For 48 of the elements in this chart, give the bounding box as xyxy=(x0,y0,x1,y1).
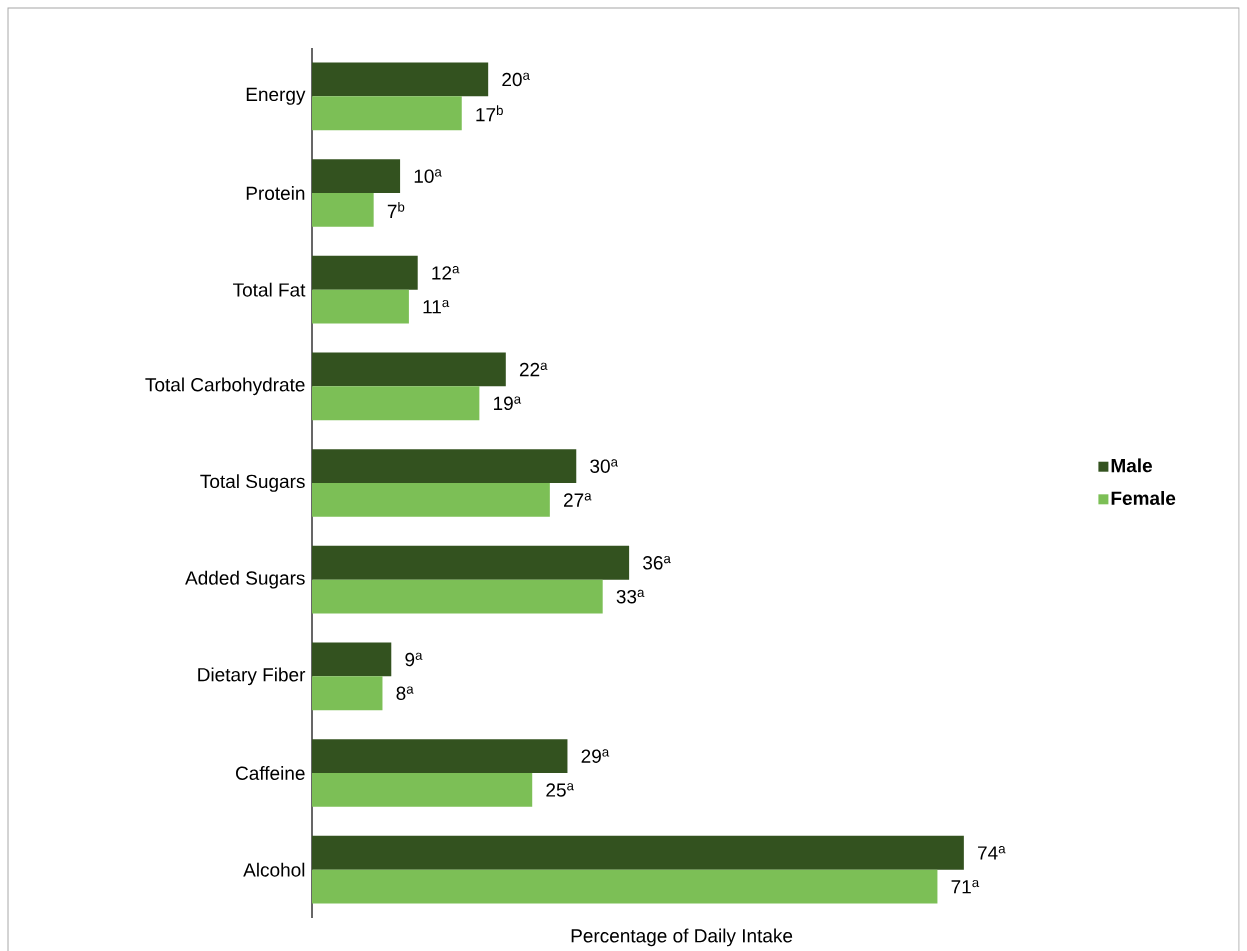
bar xyxy=(312,545,630,580)
data-label: 30$^{a}$ xyxy=(590,459,618,473)
y-tick-label: Protein xyxy=(246,186,305,200)
data-label: 29$^{a}$ xyxy=(581,749,610,763)
bar xyxy=(312,96,462,131)
bar xyxy=(312,62,489,97)
data-label: 12$^{a}$ xyxy=(432,266,460,280)
data-label: 7$^{b}$ xyxy=(387,201,405,218)
legend-label: Male xyxy=(1111,458,1152,473)
data-label: 10$^{a}$ xyxy=(414,169,442,183)
bar xyxy=(312,642,392,677)
bar xyxy=(312,835,964,870)
bar xyxy=(312,773,533,807)
bar xyxy=(312,483,550,517)
y-tick-label: Caffeine xyxy=(236,766,305,780)
y-tick-label: Dietary Fiber xyxy=(198,667,306,686)
bar xyxy=(312,869,938,904)
y-tick-label: Energy xyxy=(246,87,306,105)
y-tick-label: Total Sugars xyxy=(200,474,305,492)
data-label: 9$^{a}$ xyxy=(405,652,423,667)
bar xyxy=(312,739,568,774)
bar xyxy=(312,676,383,711)
y-tick-label: Added Sugars xyxy=(185,570,305,589)
bar xyxy=(312,255,418,290)
legend-label: Female xyxy=(1111,491,1176,505)
data-label: 74$^{a}$ xyxy=(978,846,1006,860)
x-axis-title: Percentage of Daily Intake xyxy=(571,928,793,947)
data-label: 27$^{a}$ xyxy=(564,493,592,507)
data-label: 36$^{a}$ xyxy=(643,555,671,570)
data-label: 33$^{a}$ xyxy=(616,589,645,604)
y-tick-label: Total Fat xyxy=(233,282,306,297)
data-label: 22$^{a}$ xyxy=(519,362,548,377)
bar xyxy=(312,352,506,387)
bar xyxy=(312,579,603,614)
data-label: 17$^{b}$ xyxy=(476,105,503,122)
bar xyxy=(312,289,409,324)
data-label: 19$^{a}$ xyxy=(494,396,522,411)
bar xyxy=(312,386,480,421)
y-tick-label: Alcohol xyxy=(243,862,305,877)
y-tick-label: Total Carbohydrate xyxy=(145,377,305,396)
data-label: 11$^{a}$ xyxy=(423,299,450,314)
data-label: 20$^{a}$ xyxy=(502,72,530,87)
data-label: 25$^{a}$ xyxy=(546,783,574,797)
data-label: 71$^{a}$ xyxy=(951,879,980,894)
bar xyxy=(312,449,577,484)
bar xyxy=(312,193,374,227)
bar xyxy=(312,159,401,194)
data-label: 8$^{a}$ xyxy=(396,686,414,701)
